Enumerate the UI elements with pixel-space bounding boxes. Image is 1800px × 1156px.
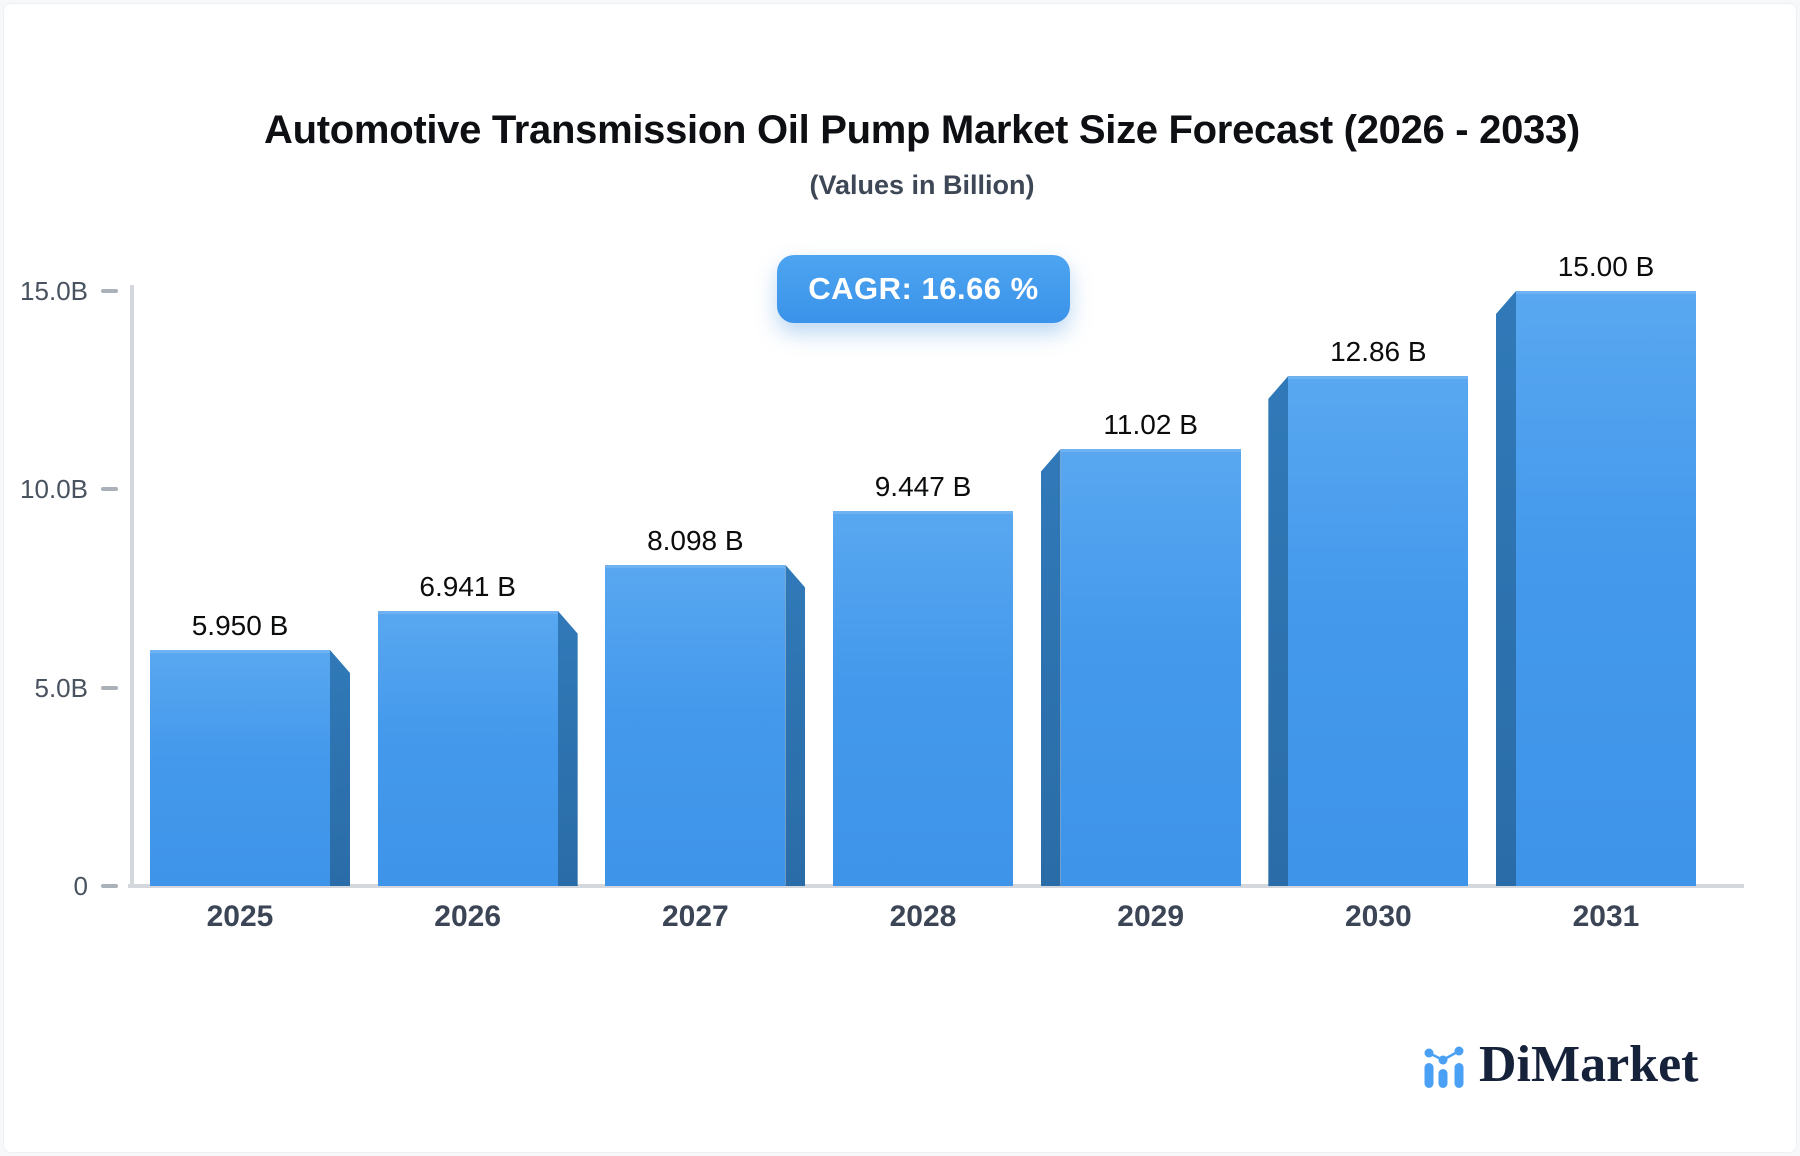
chart-title: Automotive Transmission Oil Pump Market … (264, 108, 1580, 152)
bar-value-label-2029: 11.02 B (1103, 408, 1198, 440)
bar-side-3d-2026 (557, 610, 578, 886)
y-tick-dash-0 (101, 884, 118, 888)
bar-value-label-2030: 12.86 B (1330, 335, 1427, 367)
bar-2028 (833, 511, 1013, 886)
y-tick-label-15.0B: 15.0B (20, 275, 88, 306)
bar-value-label-2028: 9.447 B (874, 471, 972, 503)
x-axis-label-2028: 2028 (889, 900, 957, 933)
y-tick-label-0: 0 (73, 871, 88, 901)
y-tick-dash-5.0B (101, 685, 118, 690)
bar-side-3d-2025 (330, 649, 350, 886)
y-tick-label-5.0B: 5.0B (34, 672, 89, 703)
x-axis-label-2029: 2029 (1117, 900, 1185, 933)
brand-logo-text: DiMarket (1479, 1036, 1699, 1093)
bar-value-label-2027: 8.098 B (647, 524, 744, 556)
bar-side-3d-2027 (785, 564, 806, 886)
bar-2025 (150, 649, 330, 886)
bar-value-label-2025: 5.950 B (191, 609, 289, 641)
bar-2027 (605, 564, 786, 886)
x-axis-label-2030: 2030 (1344, 900, 1412, 933)
y-axis-line (130, 285, 134, 886)
y-tick-dash-15.0B (101, 288, 118, 293)
x-axis-label-2027: 2027 (661, 900, 729, 933)
bar-value-label-2031: 15.00 B (1557, 250, 1655, 282)
brand-logo: DiMarket (1424, 1036, 1699, 1093)
x-axis-label-2025: 2025 (206, 900, 274, 933)
bar-value-label-2026: 6.941 B (419, 570, 516, 602)
y-tick-label-10.0B: 10.0B (20, 474, 88, 505)
bar-2030 (1288, 375, 1469, 886)
bar-side-3d-2030 (1268, 375, 1289, 886)
bar-side-3d-2029 (1040, 448, 1061, 886)
chart-subtitle: (Values in Billion) (809, 170, 1035, 200)
bar-2029 (1060, 448, 1241, 886)
bar-2031 (1516, 290, 1696, 886)
x-axis-label-2031: 2031 (1572, 900, 1640, 933)
bar-side-3d-2031 (1496, 290, 1516, 886)
bar-2026 (377, 610, 558, 886)
cagr-badge: CAGR: 16.66 % (777, 255, 1070, 323)
x-axis-baseline (128, 884, 1744, 888)
x-axis-label-2026: 2026 (434, 900, 502, 933)
y-tick-dash-10.0B (101, 487, 118, 492)
mini-bar-line-chart-icon (1424, 1046, 1464, 1088)
